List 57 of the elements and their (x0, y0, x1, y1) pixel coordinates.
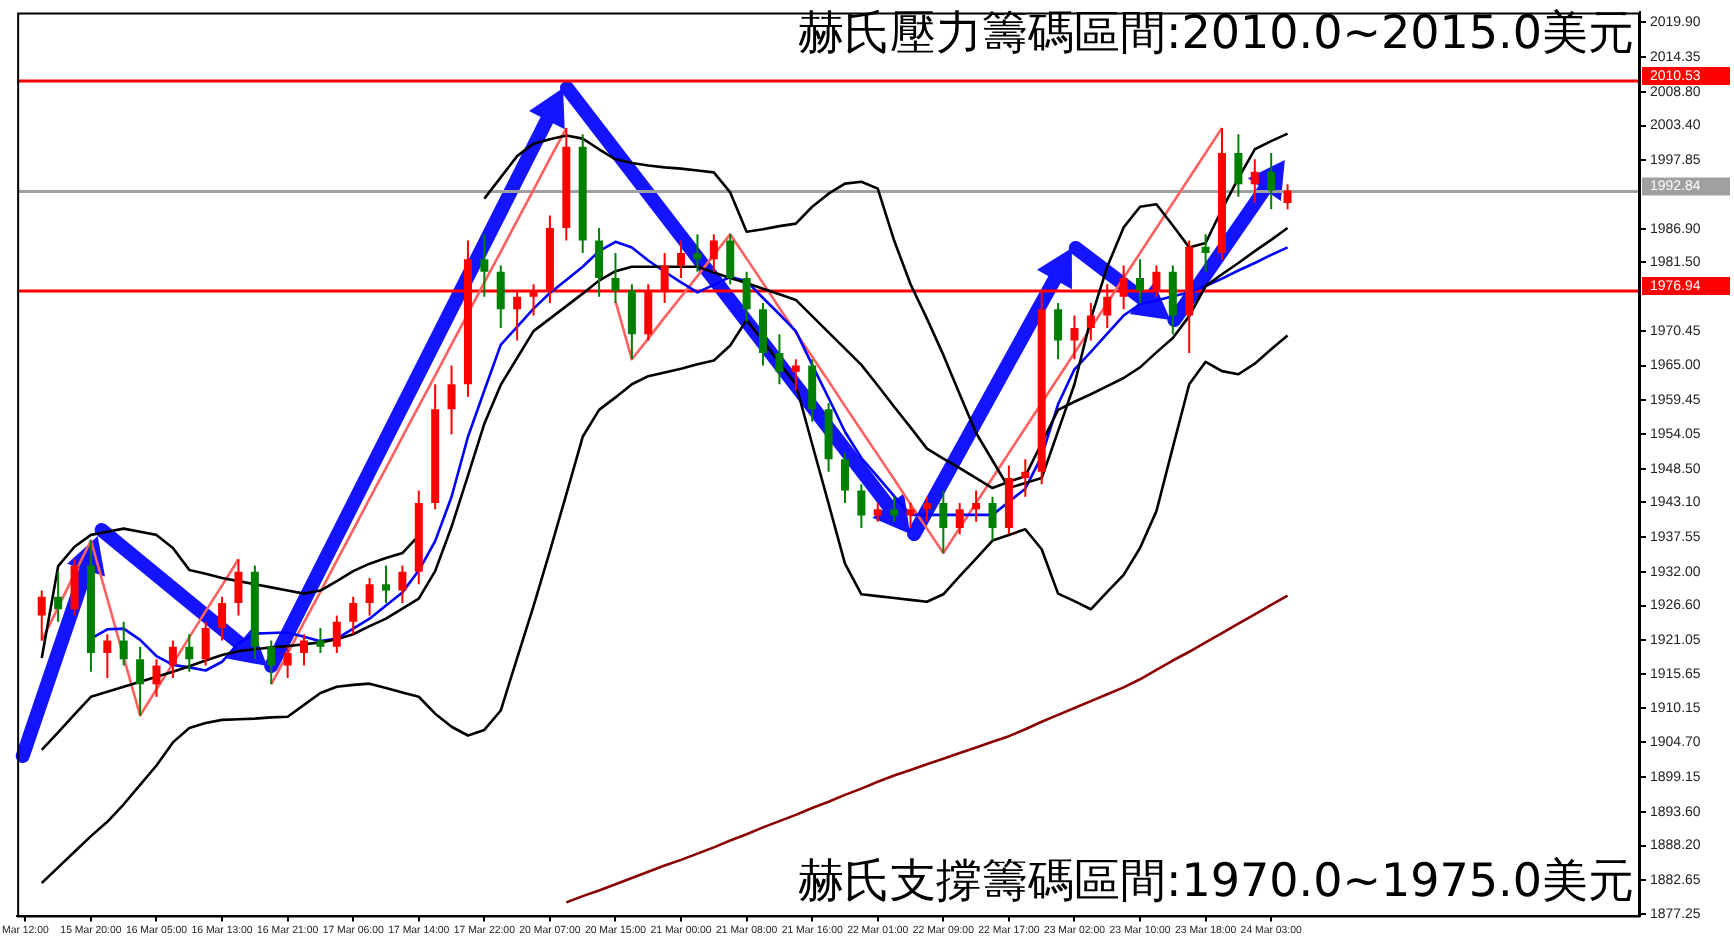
candlestick (201, 620, 210, 667)
candlestick (791, 358, 800, 392)
candlestick (1021, 458, 1030, 498)
candlestick (759, 302, 768, 367)
candlestick (906, 502, 915, 530)
candlestick (922, 495, 931, 523)
candlestick (972, 489, 981, 523)
candlestick (808, 358, 817, 423)
candlestick (119, 620, 128, 667)
candlestick (267, 639, 276, 686)
candlestick (742, 270, 751, 323)
candlestick (70, 558, 79, 617)
candlestick (775, 333, 784, 386)
candlestick (595, 227, 604, 298)
candlestick (349, 595, 358, 636)
candlestick (1234, 133, 1243, 198)
candlestick (234, 558, 243, 617)
candlestick (37, 589, 46, 642)
candlestick (168, 639, 177, 680)
candlestick (693, 233, 702, 273)
candlestick (480, 233, 489, 298)
candlestick (381, 564, 390, 605)
candlestick (890, 495, 899, 523)
candlestick (398, 564, 407, 605)
candlestick (709, 233, 718, 273)
candlestick (1283, 183, 1292, 211)
candlestick (939, 489, 948, 555)
candlestick (988, 495, 997, 542)
candlestick (1054, 302, 1063, 361)
candlestick (447, 364, 456, 436)
candlestick (677, 239, 686, 280)
candlestick (1086, 302, 1095, 342)
candlestick (300, 633, 309, 667)
candlestick (1201, 233, 1210, 273)
candlestick (726, 233, 735, 286)
candlestick (1250, 158, 1259, 205)
candlestick (955, 502, 964, 536)
candlestick (611, 252, 620, 305)
candlestick (54, 570, 63, 623)
candlestick (1168, 264, 1177, 336)
candlestick (185, 633, 194, 673)
candlestick (316, 627, 325, 655)
candlestick (857, 483, 866, 530)
candlestick (332, 614, 341, 655)
candlestick (152, 658, 161, 698)
candlestick (627, 283, 636, 361)
candlestick (136, 645, 145, 717)
candlestick (365, 577, 374, 617)
annotation: 赫氏支撐籌碼區間:1970.0~1975.0美元 (798, 856, 1634, 910)
candlestick (103, 633, 112, 680)
candlestick (873, 502, 882, 523)
candlestick (1267, 152, 1276, 211)
candlestick (283, 645, 292, 680)
candlestick (496, 264, 505, 330)
candlestick (840, 452, 849, 505)
candlestick (218, 595, 227, 642)
candlestick (1070, 314, 1079, 361)
